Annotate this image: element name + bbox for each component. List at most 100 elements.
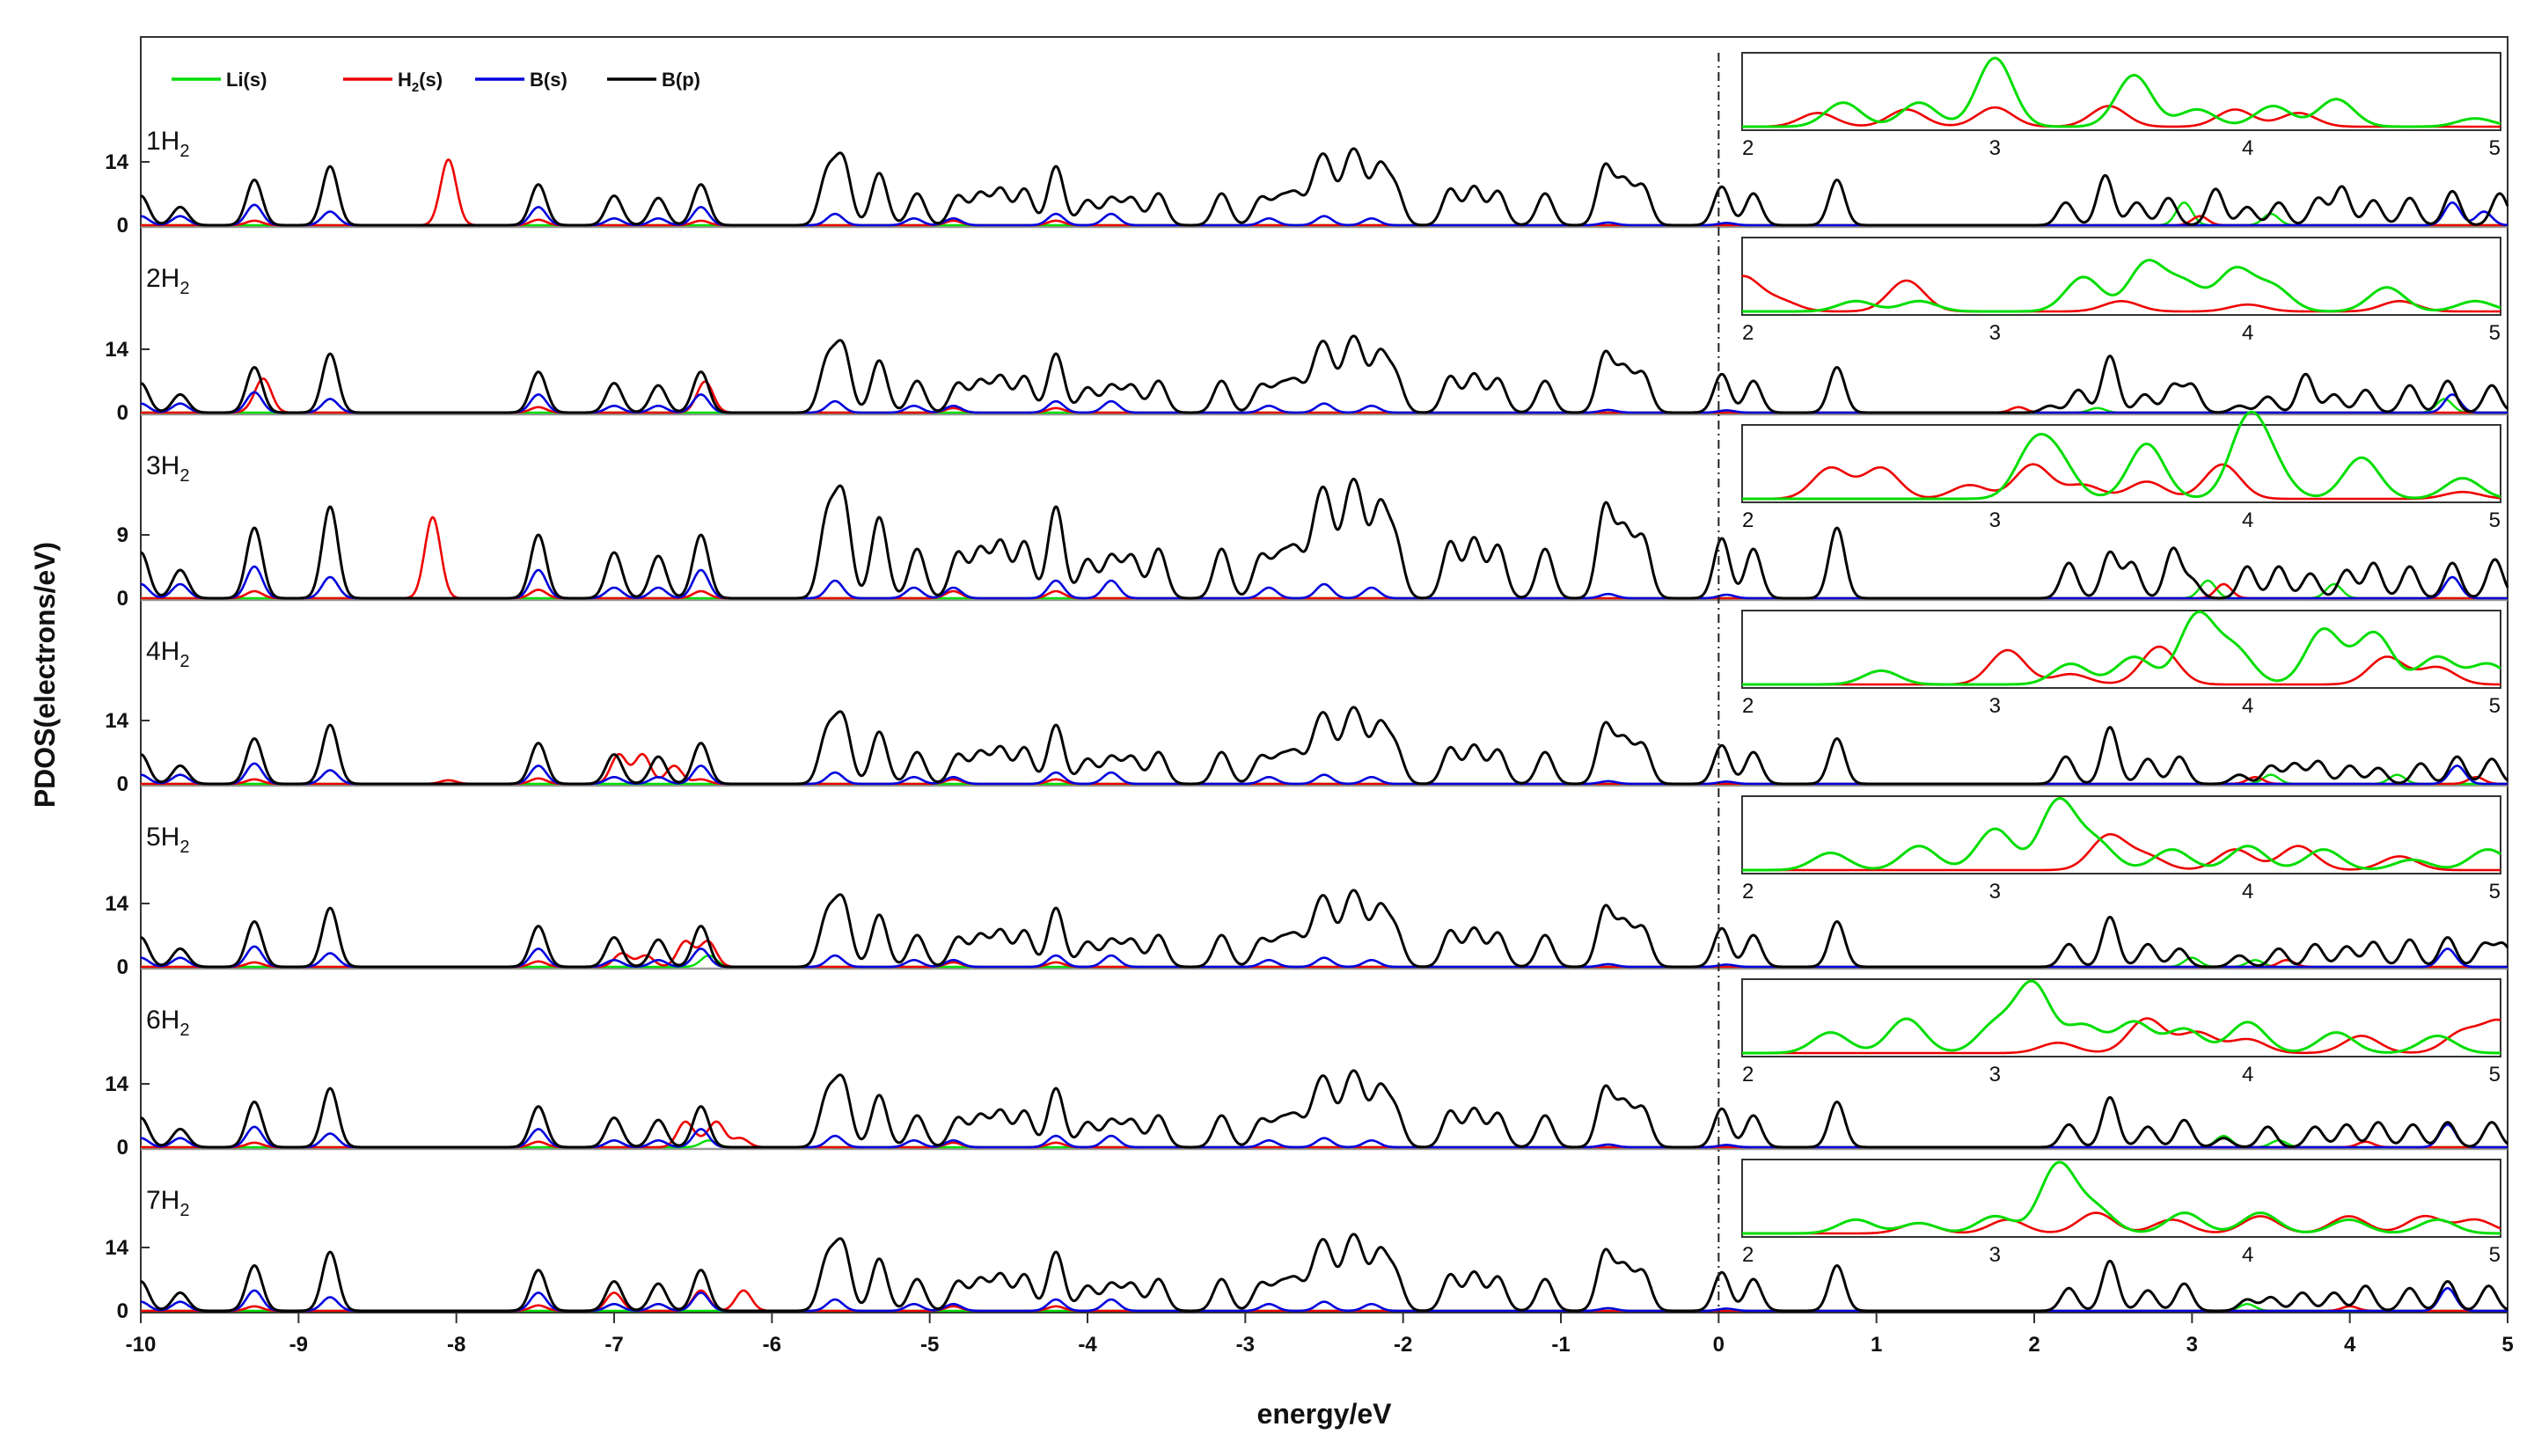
panel-3h2: 0 9 3H2 2 3 4 5 (117, 410, 2509, 611)
inset-x-tick-label: 3 (1989, 1243, 2001, 1267)
y-tick-label: 14 (105, 892, 128, 916)
inset-x-tick-label: 3 (1989, 880, 2001, 904)
b-p-curve (140, 334, 2509, 414)
inset-li-s-curve (1742, 979, 2501, 1055)
x-tick-label: -10 (126, 1333, 157, 1357)
h2-s-curve (141, 377, 2508, 414)
inset-x-tick-label: 5 (2489, 694, 2501, 718)
y-tick-label: 14 (105, 338, 128, 362)
b-s-curve (141, 391, 2508, 414)
x-tick-label: 2 (2028, 1333, 2040, 1357)
plot-frame (140, 36, 2508, 1313)
inset-x-tick-label: 4 (2242, 1063, 2253, 1087)
inset-x-tick-label: 5 (2489, 1063, 2501, 1087)
x-tick-label: 3 (2186, 1333, 2198, 1357)
inset-1h2: 2 3 4 5 (1741, 52, 2501, 160)
panel-1h2: 0 14 1H2 2 3 4 5 (105, 52, 2509, 238)
panel-label: 1H2 (146, 127, 189, 161)
inset-3h2: 2 3 4 5 (1741, 410, 2501, 532)
x-tick-label: 0 (1713, 1333, 1725, 1357)
inset-x-tick-label: 3 (1989, 694, 2001, 718)
inset-x-tick-label: 4 (2242, 880, 2253, 904)
b-s-curve (141, 1123, 2508, 1149)
x-tick-label: -9 (289, 1333, 308, 1357)
h2-s-curve (141, 940, 2508, 969)
h2-s-curve (141, 516, 2508, 600)
y-tick-label: 0 (117, 1299, 128, 1323)
y-tick-label: 14 (105, 1072, 128, 1096)
panel-5h2: 0 14 5H2 2 3 4 5 (105, 795, 2509, 979)
legend-label: B(p) (662, 69, 700, 91)
inset-x-tick-label: 5 (2489, 136, 2501, 160)
y-tick-label: 14 (105, 709, 128, 733)
y-tick-label: 9 (117, 523, 128, 547)
inset-li-s-curve (1742, 259, 2501, 313)
h2-s-curve (141, 752, 2508, 786)
inset-h2-s-curve (1742, 645, 2501, 686)
inset-x-tick-label: 5 (2489, 321, 2501, 345)
inset-x-tick-label: 4 (2242, 321, 2253, 345)
panel-label: 7H2 (146, 1186, 189, 1220)
inset-li-s-curve (1742, 410, 2501, 501)
b-s-curve (141, 762, 2508, 786)
inset-x-tick-label: 2 (1742, 509, 1754, 532)
inset-h2-s-curve (1742, 1017, 2501, 1055)
panel-6h2: 0 14 6H2 2 3 4 5 (105, 978, 2509, 1160)
inset-h2-s-curve (1741, 274, 2501, 313)
inset-frame (1741, 52, 2501, 131)
inset-h2-s-curve (1742, 463, 2501, 501)
x-tick-label: -7 (604, 1333, 623, 1357)
panel-label: 4H2 (146, 637, 189, 671)
b-s-curve (140, 565, 2508, 600)
b-s-curve (141, 945, 2508, 969)
y-tick-label: 0 (117, 955, 128, 979)
y-tick-label: 0 (117, 587, 128, 611)
panel-label: 3H2 (146, 451, 189, 486)
x-tick-label: -4 (1078, 1333, 1097, 1357)
y-tick-label: 14 (105, 150, 128, 174)
x-tick-label: -3 (1236, 1333, 1255, 1357)
b-p-curve (140, 147, 2509, 227)
b-p-curve (140, 1233, 2508, 1313)
x-tick-label: -6 (763, 1333, 781, 1357)
b-s-curve (141, 201, 2508, 227)
inset-x-tick-label: 4 (2242, 694, 2253, 718)
x-tick-label: 5 (2501, 1333, 2513, 1357)
inset-x-tick-label: 4 (2242, 1243, 2253, 1267)
inset-x-tick-label: 5 (2489, 880, 2501, 904)
inset-4h2: 2 3 4 5 (1741, 610, 2501, 718)
y-tick-label: 0 (117, 1136, 128, 1160)
legend-label: H2(s) (398, 69, 443, 95)
inset-x-tick-label: 2 (1742, 1243, 1754, 1267)
inset-frame (1741, 795, 2501, 874)
y-tick-label: 0 (117, 772, 128, 796)
inset-x-tick-label: 5 (2489, 509, 2501, 532)
inset-li-s-curve (1742, 610, 2501, 686)
x-tick-label: -1 (1551, 1333, 1570, 1357)
inset-li-s-curve (1742, 797, 2501, 872)
inset-x-tick-label: 3 (1989, 321, 2001, 345)
inset-x-tick-label: 5 (2489, 1243, 2501, 1267)
panel-label: 2H2 (146, 264, 189, 298)
x-tick-label: 1 (1871, 1333, 1882, 1357)
inset-6h2: 2 3 4 5 (1741, 978, 2501, 1087)
li-s-curve (141, 773, 2508, 786)
inset-frame (1741, 424, 2501, 503)
y-tick-label: 0 (117, 401, 128, 425)
inset-7h2: 2 3 4 5 (1741, 1159, 2501, 1267)
inset-h2-s-curve (1742, 105, 2501, 128)
panel-4h2: 0 14 4H2 2 3 4 5 (105, 610, 2509, 796)
inset-x-tick-label: 2 (1742, 694, 1754, 718)
b-p-curve (140, 889, 2509, 969)
panel-label: 5H2 (146, 823, 189, 857)
b-s-curve (141, 1286, 2508, 1313)
inset-frame (1741, 610, 2501, 689)
b-p-curve (140, 477, 2509, 600)
y-axis-label: PDOS(electrons/eV) (29, 542, 61, 808)
inset-frame (1741, 978, 2501, 1057)
inset-x-tick-label: 4 (2242, 136, 2253, 160)
inset-li-s-curve (1742, 1160, 2501, 1235)
inset-x-tick-label: 2 (1742, 1063, 1754, 1087)
